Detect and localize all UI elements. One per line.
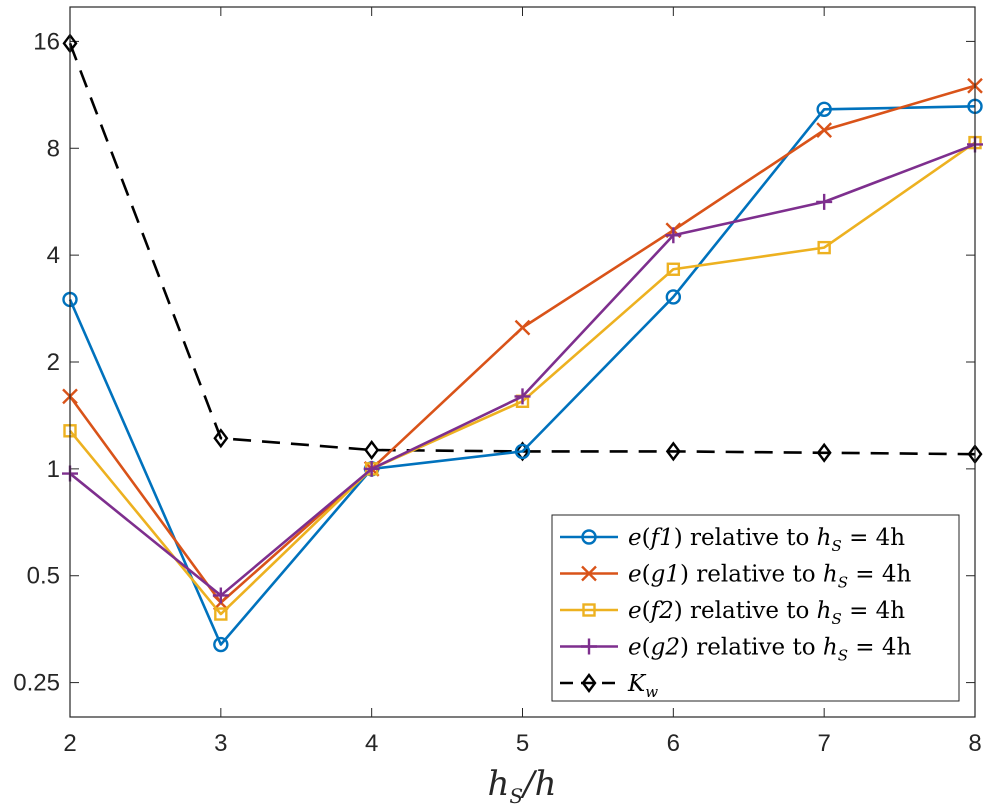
y-tick-label: 16 [33, 28, 60, 55]
legend-box [551, 514, 960, 702]
x-tick-label: 6 [667, 730, 680, 757]
legend-entry: Kw [560, 671, 658, 701]
y-tick-label: 2 [47, 349, 60, 376]
data-point [514, 443, 531, 460]
data-point [665, 441, 681, 462]
legend-label: e(f1) relative to hS = 4h [628, 525, 905, 555]
legend-marker [581, 529, 597, 545]
legend-entry: e(f1) relative to hS = 4h [560, 525, 905, 555]
data-point [665, 227, 682, 244]
x-tick-label: 5 [516, 730, 529, 757]
legend: e(f1) relative to hS = 4h e(g1) relative … [551, 514, 960, 702]
data-point [816, 193, 833, 210]
legend-label: e(g1) relative to hS = 4h [628, 562, 911, 592]
series-line [68, 42, 976, 456]
y-tick-label: 0.25 [13, 670, 60, 697]
data-point [816, 101, 832, 118]
legend-entry: e(f2) relative to hS = 4h [560, 598, 905, 628]
series-layer [62, 33, 983, 653]
data-point [213, 636, 229, 653]
y-tick-label: 1 [47, 456, 60, 483]
x-tick-label: 7 [817, 730, 830, 757]
x-axis-title: hS/h [488, 764, 557, 808]
x-axis-title-sub: S [509, 784, 523, 808]
series-line [68, 105, 976, 646]
legend-marker [582, 603, 596, 617]
y-tick-label: 8 [47, 135, 60, 162]
legend-marker [581, 565, 597, 582]
y-tick-label: 4 [47, 242, 60, 269]
x-tick-label: 8 [968, 730, 981, 757]
data-point [514, 388, 531, 405]
data-point [816, 442, 832, 463]
x-tick-label: 3 [214, 730, 227, 757]
data-point [666, 262, 681, 276]
data-point [364, 440, 380, 461]
data-point [214, 607, 228, 621]
data-point [816, 122, 833, 138]
x-axis-title-tail: /h [520, 764, 556, 804]
data-point [514, 319, 531, 336]
legend-marker [581, 673, 597, 693]
data-point [363, 460, 380, 477]
tick-labels: 2 3 4 5 6 7 8 0.25 0.5 1 2 4 8 16 [13, 28, 981, 757]
legend-label: Kw [627, 671, 658, 701]
y-tick-label: 0.5 [27, 563, 60, 590]
legend-entry: e(g2) relative to hS = 4h [560, 635, 911, 665]
x-axis-title-main: h [488, 764, 510, 804]
data-point [817, 240, 831, 255]
x-tick-label: 4 [365, 730, 378, 757]
plot-frame [69, 6, 976, 718]
data-point [213, 428, 229, 449]
data-point [212, 587, 229, 604]
x-tick-label: 2 [63, 730, 76, 757]
data-point [665, 289, 682, 305]
legend-entry: e(g1) relative to hS = 4h [560, 562, 911, 592]
legend-label: e(f2) relative to hS = 4h [628, 598, 905, 628]
legend-marker [581, 638, 597, 655]
legend-label: e(g2) relative to hS = 4h [628, 635, 911, 665]
